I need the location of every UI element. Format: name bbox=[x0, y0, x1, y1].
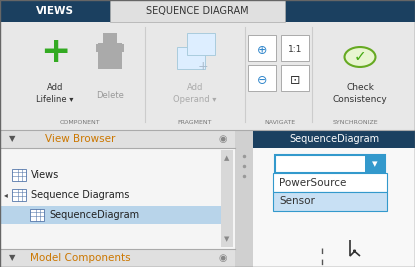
Text: NAVIGATE: NAVIGATE bbox=[264, 120, 295, 125]
Text: Add: Add bbox=[47, 83, 63, 92]
Bar bbox=[275, 155, 385, 173]
Text: ◂: ◂ bbox=[4, 190, 8, 199]
Text: SequenceDiagram: SequenceDiagram bbox=[49, 210, 139, 220]
Bar bbox=[0, 22, 415, 130]
Bar bbox=[281, 35, 309, 61]
Bar bbox=[0, 249, 235, 267]
Text: +: + bbox=[40, 35, 70, 69]
Text: COMPONENT: COMPONENT bbox=[60, 120, 100, 125]
Bar bbox=[96, 44, 124, 52]
Text: Delete: Delete bbox=[96, 91, 124, 100]
Text: ◉: ◉ bbox=[219, 134, 227, 144]
Bar bbox=[12, 189, 26, 201]
Bar bbox=[187, 33, 215, 55]
Text: ▲: ▲ bbox=[225, 155, 229, 161]
Text: ▼: ▼ bbox=[225, 236, 229, 242]
Bar bbox=[103, 33, 117, 43]
Text: VIEWS: VIEWS bbox=[36, 6, 74, 16]
Bar bbox=[248, 35, 276, 61]
Text: Views: Views bbox=[31, 170, 59, 180]
Bar bbox=[98, 43, 122, 69]
Text: SEQUENCE DIAGRAM: SEQUENCE DIAGRAM bbox=[146, 6, 249, 16]
Text: ▾: ▾ bbox=[372, 159, 378, 169]
Bar bbox=[273, 192, 387, 211]
Circle shape bbox=[344, 47, 376, 67]
Text: Model Components: Model Components bbox=[30, 253, 130, 263]
Bar bbox=[235, 130, 253, 267]
Text: ✓: ✓ bbox=[354, 49, 366, 65]
Bar bbox=[253, 130, 415, 267]
Bar bbox=[12, 169, 26, 181]
Text: SYNCHRONIZE: SYNCHRONIZE bbox=[332, 120, 378, 125]
Text: Sensor: Sensor bbox=[279, 197, 315, 206]
Text: ⊕: ⊕ bbox=[257, 44, 267, 57]
Bar bbox=[30, 209, 44, 221]
Text: ⊡: ⊡ bbox=[290, 73, 300, 87]
Text: PowerSource: PowerSource bbox=[279, 178, 347, 187]
Text: Operand ▾: Operand ▾ bbox=[173, 95, 217, 104]
Text: 1:1: 1:1 bbox=[288, 45, 302, 54]
Bar bbox=[0, 206, 221, 224]
Text: Consistency: Consistency bbox=[333, 95, 387, 104]
Text: SequenceDiagram: SequenceDiagram bbox=[289, 134, 379, 144]
Bar bbox=[221, 150, 233, 247]
Text: ◉: ◉ bbox=[219, 253, 227, 263]
Bar bbox=[273, 173, 387, 192]
Bar bbox=[253, 130, 415, 148]
Bar bbox=[248, 65, 276, 91]
Text: View Browser: View Browser bbox=[45, 134, 115, 144]
Text: ▼: ▼ bbox=[9, 135, 15, 143]
Bar bbox=[177, 47, 205, 69]
Text: Check: Check bbox=[346, 83, 374, 92]
Bar bbox=[281, 65, 309, 91]
Text: Add: Add bbox=[187, 83, 203, 92]
Bar bbox=[110, 0, 285, 22]
Bar bbox=[0, 0, 415, 22]
Text: Lifeline ▾: Lifeline ▾ bbox=[36, 95, 74, 104]
Bar bbox=[0, 130, 235, 148]
Bar bbox=[365, 155, 385, 173]
Text: +: + bbox=[198, 61, 208, 73]
Text: Sequence Diagrams: Sequence Diagrams bbox=[31, 190, 129, 200]
Text: FRAGMENT: FRAGMENT bbox=[178, 120, 212, 125]
Text: ▼: ▼ bbox=[9, 253, 15, 262]
Bar bbox=[0, 130, 235, 267]
Text: ⊖: ⊖ bbox=[257, 73, 267, 87]
